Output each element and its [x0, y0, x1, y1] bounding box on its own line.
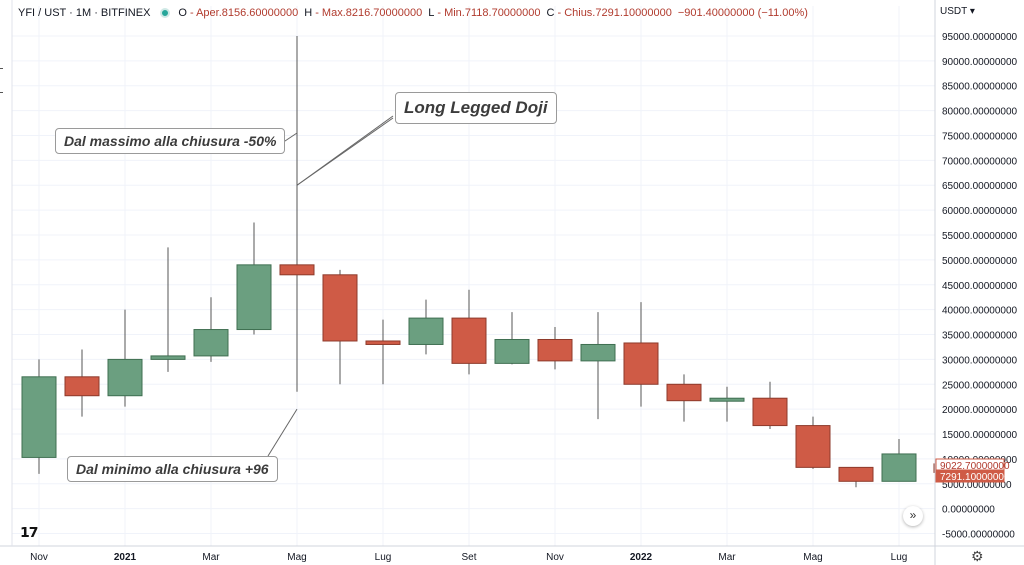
symbol-title[interactable]: YFI / UST · 1M · BITFINEX — [18, 7, 151, 19]
tradingview-logo[interactable]: 𝟭𝟳 — [20, 524, 39, 540]
y-tick-label: 70000.00000000 — [942, 156, 1018, 167]
candle-body — [279, 264, 315, 276]
candle-body — [150, 355, 186, 360]
candle-body — [322, 274, 358, 342]
connector-doji-2 — [296, 115, 394, 186]
x-tick-label: Mag — [287, 552, 306, 563]
y-tick-label: 95000.00000000 — [942, 32, 1018, 43]
y-tick-label: 45000.00000000 — [942, 281, 1018, 292]
candle-body — [408, 317, 444, 345]
candle-body — [107, 358, 143, 397]
y-tick-label: 0.00000000 — [942, 505, 995, 516]
candle-body — [451, 317, 487, 364]
close-value: - Chius.7291.10000000 — [557, 7, 672, 19]
y-tick-label: 50000.00000000 — [942, 256, 1018, 267]
x-tick-label: Lug — [375, 552, 392, 563]
y-tick-label: 90000.00000000 — [942, 57, 1018, 68]
candle-body — [21, 376, 57, 458]
double-chevron-right-icon[interactable]: » — [903, 506, 923, 526]
candle-body — [709, 397, 745, 402]
gear-icon[interactable]: ⚙ — [971, 548, 984, 564]
low-label: L — [428, 7, 435, 19]
high-label: H — [304, 7, 313, 19]
currency-unit-button[interactable]: USDT ▾ — [940, 6, 975, 17]
x-tick-label: Mar — [202, 552, 220, 563]
y-tick-label: 25000.00000000 — [942, 380, 1018, 391]
x-tick-label: Mar — [718, 552, 736, 563]
annotation-long-legged-doji[interactable]: Long Legged Doji — [395, 92, 557, 124]
candle-body — [795, 425, 831, 468]
y-tick-label: 40000.00000000 — [942, 306, 1018, 317]
open-label: O — [178, 7, 187, 19]
candle-body — [580, 343, 616, 362]
candles — [21, 35, 943, 488]
candle-body — [494, 338, 530, 364]
side-toolbar-marker — [0, 92, 3, 93]
y-tick-label: 5000.00000000 — [942, 480, 1012, 491]
candle-body — [537, 338, 573, 362]
y-tick-label: 65000.00000000 — [942, 181, 1018, 192]
price-tag-high: 9022.70000000 — [940, 461, 1010, 472]
y-tick-label: 60000.00000000 — [942, 206, 1018, 217]
candle-body — [236, 264, 272, 331]
candle-body — [881, 453, 917, 482]
candle-body — [666, 383, 702, 402]
change-value: −901.40000000 (−11.00%) — [677, 7, 808, 19]
x-tick-label: 2021 — [114, 552, 137, 563]
annotation-high-to-close[interactable]: Dal massimo alla chiusura -50% — [55, 128, 286, 154]
x-tick-label: Nov — [30, 552, 48, 563]
time-axis: Nov 2021 Mar Mag Lug Set Nov 2022 Mar Mag Lug — [30, 552, 907, 563]
annotation-connectors — [267, 115, 394, 457]
connector-low — [267, 408, 298, 457]
candle-body — [193, 329, 229, 357]
y-tick-label: 15000.00000000 — [942, 430, 1018, 441]
x-tick-label: Lug — [891, 552, 908, 563]
market-status-icon — [160, 8, 171, 18]
price-tag-last: 7291.10000000 — [940, 472, 1010, 483]
open-value: - Aper.8156.60000000 — [189, 7, 299, 19]
close-label: C — [546, 7, 555, 19]
candle-body — [838, 466, 874, 482]
annotation-low-to-close[interactable]: Dal minimo alla chiusura +96 — [67, 456, 278, 482]
x-tick-label: Mag — [803, 552, 822, 563]
candle-body — [64, 376, 100, 397]
candle-body — [752, 397, 788, 427]
y-tick-label: 80000.00000000 — [942, 107, 1018, 118]
price-tag-last-box — [935, 469, 1005, 483]
y-tick-label: -5000.00000000 — [942, 530, 1015, 541]
high-value: - Max.8216.70000000 — [315, 7, 423, 19]
y-tick-label: 35000.00000000 — [942, 331, 1018, 342]
x-tick-label: Nov — [546, 552, 564, 563]
y-tick-label: 20000.00000000 — [942, 405, 1018, 416]
low-value: - Min.7118.70000000 — [437, 7, 541, 19]
y-tick-label: 85000.00000000 — [942, 82, 1018, 93]
y-tick-label: 75000.00000000 — [942, 131, 1018, 142]
x-tick-label: Set — [461, 552, 476, 563]
y-tick-label: 55000.00000000 — [942, 231, 1018, 242]
side-toolbar-marker — [0, 68, 3, 69]
y-tick-label: 30000.00000000 — [942, 355, 1018, 366]
x-tick-label: 2022 — [630, 552, 653, 563]
candle-body — [365, 340, 401, 345]
candle-body — [623, 342, 659, 385]
symbol-legend: YFI / UST · 1M · BITFINEX O - Aper.8156.… — [18, 7, 808, 19]
